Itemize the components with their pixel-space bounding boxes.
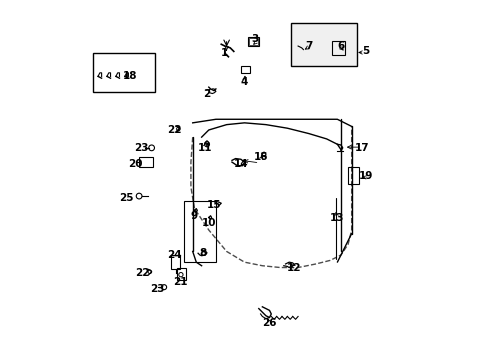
Bar <box>176 267 185 280</box>
Text: 11: 11 <box>198 143 212 153</box>
Bar <box>241 66 249 73</box>
Text: 2: 2 <box>203 89 210 99</box>
Text: 10: 10 <box>201 218 216 228</box>
Text: 13: 13 <box>329 212 344 222</box>
Text: 1: 1 <box>221 48 228 58</box>
Text: 9: 9 <box>190 211 198 221</box>
Bar <box>290 23 356 66</box>
Text: 14: 14 <box>233 159 248 169</box>
Bar <box>247 37 258 46</box>
Text: 5: 5 <box>362 46 369 57</box>
Text: 8: 8 <box>200 248 206 258</box>
Bar <box>171 255 180 269</box>
Text: 18: 18 <box>122 71 137 81</box>
Bar <box>183 202 216 262</box>
Text: 22: 22 <box>167 125 182 135</box>
Text: 15: 15 <box>206 200 221 210</box>
Text: 23: 23 <box>149 284 164 294</box>
Text: 3: 3 <box>251 34 258 44</box>
Bar <box>93 53 155 93</box>
Text: 12: 12 <box>286 262 301 273</box>
Text: 23: 23 <box>133 143 148 153</box>
Text: 16: 16 <box>253 152 267 162</box>
Bar <box>347 167 358 184</box>
Bar <box>248 38 257 45</box>
Text: 20: 20 <box>128 159 142 169</box>
Text: 24: 24 <box>167 250 182 260</box>
Bar <box>331 41 344 55</box>
Text: 7: 7 <box>305 41 312 51</box>
Text: 22: 22 <box>135 268 150 278</box>
Bar <box>139 157 153 167</box>
Text: 4: 4 <box>240 77 248 87</box>
Text: 17: 17 <box>354 143 369 153</box>
Text: 26: 26 <box>262 318 276 328</box>
Text: 19: 19 <box>358 171 372 181</box>
Text: 25: 25 <box>119 193 134 203</box>
Text: 6: 6 <box>337 41 344 51</box>
Text: 21: 21 <box>173 277 187 287</box>
